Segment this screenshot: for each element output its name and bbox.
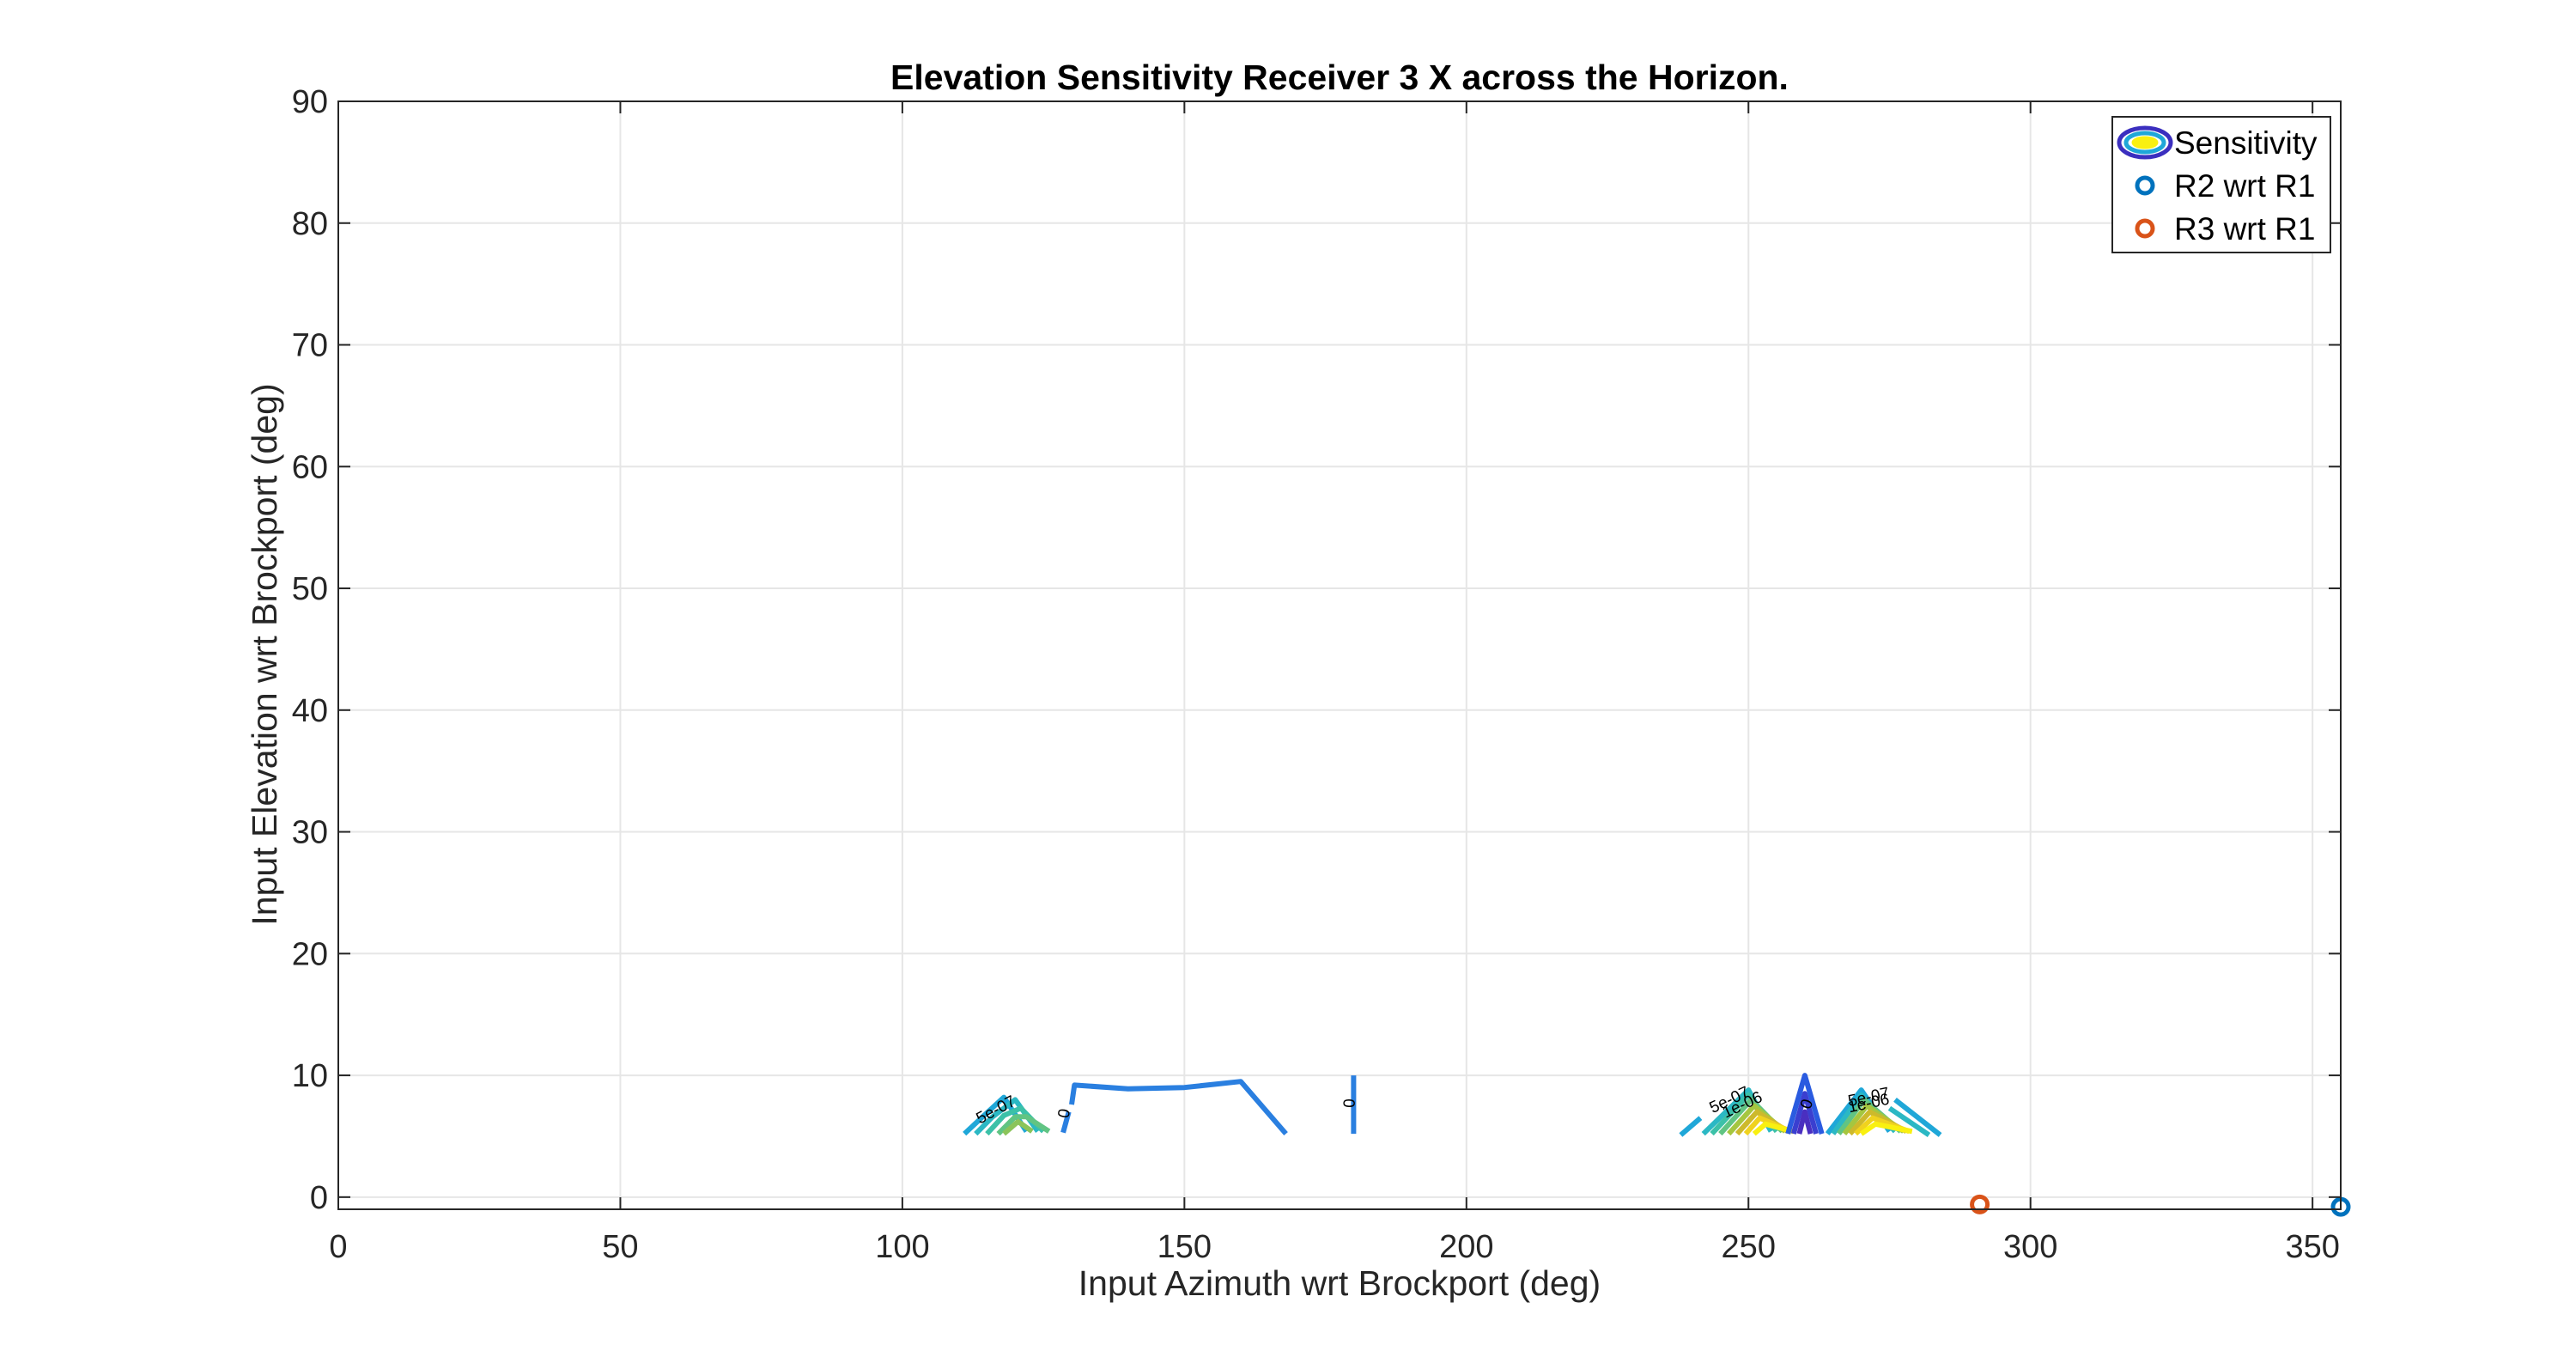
contour-line: [996, 1114, 1051, 1136]
sensitivity-contours: [963, 1073, 1942, 1137]
contour-line: [1796, 1109, 1814, 1135]
x-tick-label: 150: [1157, 1229, 1212, 1265]
plot-frame: [337, 100, 2342, 1210]
legend: Sensitivity R2 wrt R1 R3 wrt R1: [2111, 116, 2331, 253]
x-tick-label: 200: [1439, 1229, 1493, 1265]
x-tick-label: 50: [602, 1229, 638, 1265]
contour-line: [1752, 1121, 1795, 1136]
legend-entry-label: R3 wrt R1: [2174, 211, 2315, 246]
contour-line: [1887, 1105, 1931, 1137]
x-tick-label: 0: [329, 1229, 347, 1265]
y-tick-label: 30: [292, 815, 328, 851]
y-tick-label: 20: [292, 936, 328, 972]
legend-contour-icon: [2123, 131, 2166, 155]
y-tick-label: 40: [292, 693, 328, 729]
legend-entry-label: R2 wrt R1: [2174, 168, 2315, 204]
contour-line: [1002, 1118, 1034, 1136]
legend-contour-icon: [2117, 125, 2173, 160]
x-tick-label: 350: [2285, 1229, 2339, 1265]
legend-contour-icon: [2131, 136, 2159, 149]
contour-line: [1060, 1111, 1072, 1134]
y-tick-label: 90: [292, 84, 328, 120]
grid: [337, 100, 2341, 1209]
contour-label: 0: [1055, 1107, 1075, 1119]
contour-line: [1069, 1079, 1288, 1136]
x-tick-label: 100: [875, 1229, 929, 1265]
y-tick-label: 10: [292, 1058, 328, 1094]
contour-line: [1790, 1091, 1819, 1135]
x-tick-label: 300: [2003, 1229, 2057, 1265]
plot-area: [338, 101, 2341, 1209]
contour-label: 0: [1340, 1098, 1358, 1108]
x-axis-title: Input Azimuth wrt Brockport (deg): [1078, 1263, 1601, 1303]
y-tick-label: 0: [310, 1180, 328, 1216]
legend-marker-icon: [2135, 175, 2155, 196]
legend-entry-label: Sensitivity: [2174, 125, 2318, 161]
y-tick-label: 80: [292, 206, 328, 242]
y-tick-label: 60: [292, 449, 328, 485]
chart-title: Elevation Sensitivity Receiver 3 X acros…: [890, 58, 1789, 97]
y-tick-label: 70: [292, 328, 328, 364]
contour-line: [1893, 1098, 1942, 1137]
marker-r3-wrt-r1: [1970, 1194, 1990, 1214]
x-tick-label: 250: [1722, 1229, 1776, 1265]
y-tick-labels: 0 10 20 30 40 50 60 70 80 90: [292, 84, 328, 1216]
contour-line: [1785, 1073, 1825, 1135]
axis-ticks: [337, 100, 2341, 1209]
y-axis-title: Input Elevation wrt Brockport (deg): [245, 383, 284, 925]
contour-line: [1859, 1121, 1913, 1136]
contour-line: [1679, 1116, 1703, 1137]
y-tick-label: 50: [292, 571, 328, 607]
x-tick-labels: 0 50 100 150 200 250 300 350: [329, 1229, 2339, 1265]
legend-marker-icon: [2135, 218, 2155, 239]
